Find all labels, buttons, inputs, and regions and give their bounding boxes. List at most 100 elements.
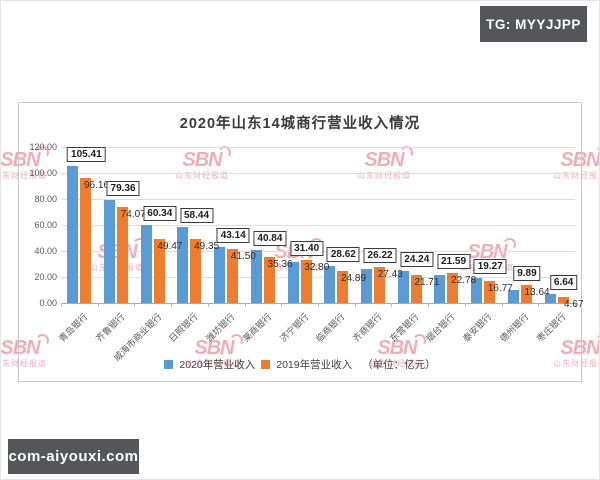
bar-2020 (434, 274, 446, 303)
value-label-2020: 105.41 (67, 146, 106, 162)
bar-2019 (153, 238, 165, 303)
bar-2019 (227, 249, 239, 303)
value-label-2020: 60.34 (143, 205, 177, 221)
x-axis-category-label: 临商银行 (314, 311, 347, 344)
x-axis-category-label: 齐鲁银行 (94, 311, 127, 344)
bar-2019 (410, 274, 422, 303)
value-label-2020: 26.22 (363, 248, 397, 264)
legend-unit-note: （单位：亿元） (362, 359, 436, 371)
bar-2020 (140, 224, 152, 303)
value-label-2019: 27.43 (377, 269, 403, 281)
gridline (61, 147, 575, 148)
x-axis-tick-mark (575, 303, 576, 307)
legend-swatch-2020 (164, 360, 174, 369)
bar-2020 (507, 290, 519, 303)
bar-2019 (263, 257, 275, 303)
value-label-2020: 31.40 (290, 241, 324, 257)
x-axis-tick-mark (464, 303, 466, 307)
gridline (61, 277, 575, 278)
y-axis-tick-label: 100.00 (29, 168, 57, 178)
bar-2020 (67, 165, 79, 303)
bar-2019 (190, 238, 202, 303)
x-axis-tick-mark (428, 303, 430, 307)
bar-2020 (324, 265, 336, 303)
value-label-2020: 58.44 (179, 208, 214, 224)
gridline (61, 225, 575, 226)
value-label-2019: 41.50 (230, 251, 256, 263)
value-label-2019: 49.47 (157, 240, 183, 252)
value-label-2019: 32.80 (304, 262, 330, 274)
value-label-2019: 22.78 (451, 275, 477, 287)
x-axis-tick-mark (391, 303, 393, 307)
x-axis-tick-mark (244, 303, 246, 307)
value-label-2019: 96.16 (83, 179, 110, 191)
x-axis-tick-mark (538, 303, 540, 307)
x-axis-tick-mark (97, 303, 99, 307)
gridline (61, 173, 575, 174)
x-axis-tick-mark (61, 303, 62, 307)
value-label-2020: 43.14 (216, 227, 250, 243)
y-axis-tick-label: 120.00 (29, 142, 57, 152)
bar-2019 (374, 267, 385, 303)
value-label-2020: 6.64 (549, 275, 578, 291)
legend-label-2019: 2019年营业收入 (276, 359, 353, 371)
value-label-2020: 19.27 (473, 258, 507, 274)
bar-2020 (214, 246, 226, 303)
x-axis-tick-mark (318, 303, 319, 307)
y-axis-tick-label: 60.00 (34, 220, 57, 230)
tg-contact-badge: TG: MYYJJPP (480, 6, 587, 42)
y-axis-tick-label: 40.00 (34, 246, 57, 256)
bar-2019 (484, 281, 496, 303)
x-axis-category-label: 潍坊银行 (204, 311, 237, 344)
legend-swatch-2019 (261, 360, 271, 369)
legend-label-2020: 2020年营业收入 (179, 359, 256, 371)
bar-2020 (397, 271, 409, 303)
y-axis-tick-label: 20.00 (34, 272, 57, 282)
bar-2019 (447, 273, 459, 303)
value-label-2020: 28.62 (326, 246, 360, 262)
value-label-2020: 79.36 (106, 180, 140, 196)
bar-2020 (471, 277, 483, 303)
x-axis-category-label: 济宁银行 (277, 311, 311, 344)
chart-title: 2020年山东14城商行营业收入情况 (179, 116, 421, 132)
x-axis-tick-mark (134, 303, 136, 307)
y-axis-tick-label: 0.00 (39, 298, 57, 308)
bar-2020 (104, 199, 115, 303)
x-axis-category-label: 枣庄银行 (534, 311, 568, 344)
value-label-2019: 35.36 (267, 259, 293, 271)
x-axis-category-label: 泰安银行 (461, 311, 494, 344)
value-label-2019: 74.07 (120, 208, 146, 220)
x-axis-tick-mark (207, 303, 209, 307)
value-label-2020: 24.24 (400, 252, 434, 268)
bar-2020 (287, 262, 299, 303)
bar-2020 (361, 268, 372, 303)
value-label-2019: 21.71 (414, 276, 440, 288)
x-axis-tick-mark (501, 303, 503, 307)
x-axis-category-label: 齐商银行 (351, 311, 384, 344)
x-axis-category-label: 德州银行 (497, 311, 531, 344)
value-label-2019: 13.64 (524, 287, 550, 299)
bar-2019 (117, 206, 128, 303)
value-label-2019: 16.77 (487, 283, 513, 295)
bar-2019 (557, 296, 569, 303)
x-axis-category-label: 烟台银行 (424, 311, 457, 344)
value-label-2019: 24.89 (340, 272, 367, 284)
x-axis-category-label: 日照银行 (167, 311, 200, 344)
x-axis-category-label: 莱商银行 (240, 311, 274, 344)
bar-2019 (337, 270, 349, 303)
x-axis-category-label: 青岛银行 (57, 311, 90, 344)
legend: 2020年营业收入 2019年营业收入 （单位：亿元） (19, 357, 581, 372)
x-axis-tick-mark (171, 303, 173, 307)
bar-2020 (177, 227, 189, 303)
bar-2019 (520, 285, 532, 303)
gridline (61, 199, 575, 200)
bar-2020 (544, 294, 556, 303)
y-axis-tick-label: 80.00 (34, 194, 57, 204)
bar-2020 (250, 249, 262, 303)
bar-2019 (80, 177, 92, 303)
chart-panel: 2020年山东14城商行营业收入情况 0.00 20.00 40.00 60.00 80… (18, 102, 584, 382)
value-label-2019: 49.35 (194, 240, 220, 252)
bar-2019 (300, 260, 312, 303)
value-label-2020: 40.84 (253, 230, 287, 246)
value-label-2020: 21.59 (436, 254, 471, 270)
